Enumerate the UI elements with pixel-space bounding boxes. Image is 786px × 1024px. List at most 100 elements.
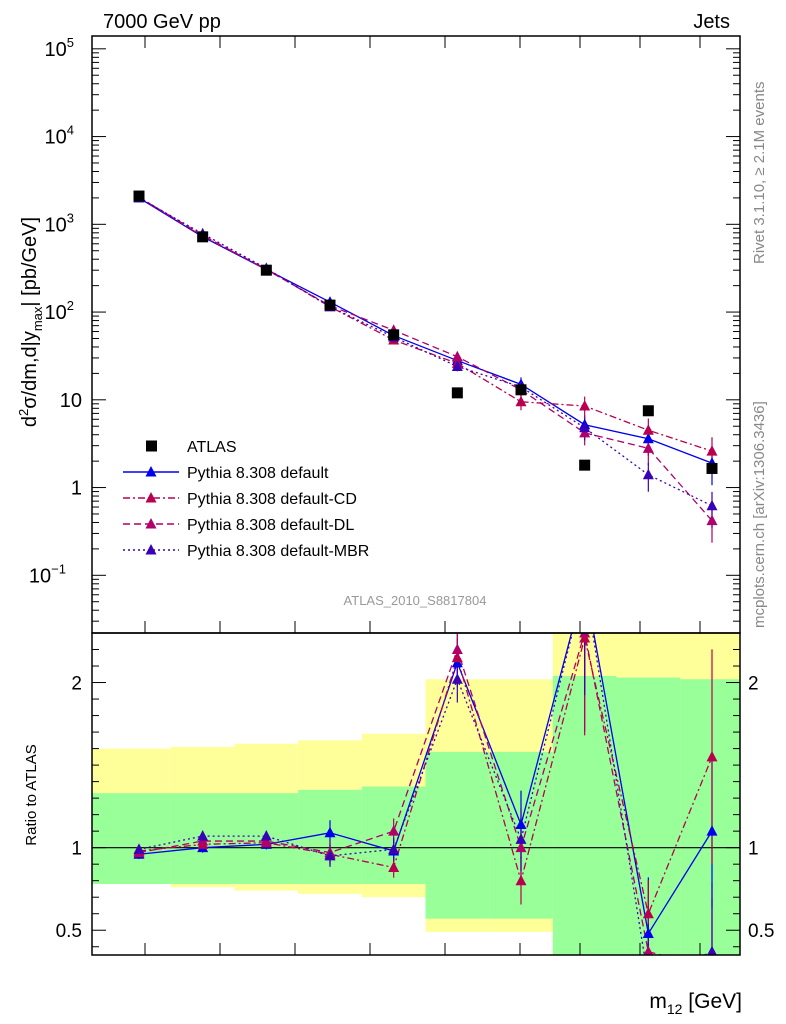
ytick-exponent: 2 [67,298,74,313]
ratio-series-line-1 [138,637,713,916]
ratio-point-s1-6 [515,874,527,886]
ytick-exponent: 5 [67,35,74,50]
main-point-s4-7 [579,421,591,433]
ratio-point-s1-9 [706,750,718,762]
legend: ATLAS Pythia 8.308 default Pythia 8.308 de… [123,439,369,560]
main-ytick-label: 1 [71,478,82,500]
xlabel-main: m [649,990,667,1013]
main-ytick-label: 104 [45,123,74,149]
ratio-point-s3-7 [579,577,590,588]
ratio-point-s0-8 [642,927,654,939]
legend-label-4: Pythia 8.308 default-MBR [187,543,369,560]
side-text-mcplots: mcplots.cern.ch [arXiv:1306.3436] [751,401,768,628]
legend-swatch-marker-2 [145,492,157,503]
main-point-s2-6 [515,395,527,407]
ratio-point-s2-7 [579,633,591,638]
main-ytick-label: 103 [45,210,74,236]
ratio-point-s2-9 [707,962,718,973]
main-point-s4-5 [451,360,463,371]
analysis-annotation: ATLAS_2010_S8817804 [344,593,487,608]
xlabel-sub: 12 [667,1001,683,1017]
ratio-ytick-label: 0.5 [56,921,82,942]
ytick-base: 1 [71,478,82,500]
xlabel-tail: [GeV] [682,990,742,1013]
atlas-point-5 [451,387,463,399]
main-point-s3-9 [706,514,718,526]
atlas-point-8 [642,405,654,417]
ratio-ytick-label: 2 [71,674,82,695]
ratio-point-s3-8 [643,974,654,985]
main-ylabel: d2σ/dm,d|ymax| [pb/GeV] [16,217,45,427]
legend-label-2: Pythia 8.308 default-CD [187,491,357,508]
atlas-point-7 [579,459,591,471]
atlas-point-2 [260,264,272,276]
ylabel-sub: max [30,306,45,331]
ratio-point-s3-4 [388,843,400,854]
series-markers [133,190,718,985]
ratio-point-s0-9 [706,825,718,836]
ratio-markers [133,577,718,985]
ratio-point-s1-5 [451,651,463,663]
ratio-point-s3-6 [515,833,527,844]
ratio-point-s2-4 [388,825,400,836]
green-band-bin-6 [425,751,490,919]
main-series-line-4 [138,197,713,507]
atlas-point-3 [324,299,336,311]
header-right: Jets [693,11,730,33]
ratio-series-line-0 [138,633,713,936]
ratio-point-s1-8 [642,907,654,919]
ytick-base: 10 [45,39,67,61]
side-text-rivet: Rivet 3.1.10, ≥ 2.1M events [751,82,768,265]
ytick-base: 10 [45,127,67,149]
xlabel: m12 [GeV] [649,990,742,1017]
main-point-s3-8 [642,442,654,453]
ratio-point-s3-9 [707,945,717,955]
ratio-point-s2-6 [515,841,527,853]
legend-label-0: ATLAS [187,439,237,456]
ytick-base: 10 [29,565,51,587]
ratio-point-s1-7 [579,633,591,643]
main-ytick-label: 105 [45,35,74,61]
ratio-point-s3-5 [451,673,463,684]
legend-label-1: Pythia 8.308 default [187,465,329,482]
ratio-point-s3-1 [197,830,209,841]
main-point-s4-8 [642,468,654,480]
main-point-s3-5 [451,350,463,362]
atlas-point-0 [133,190,145,202]
ratio-point-s1-4 [388,861,400,872]
legend-swatch-marker-3 [145,518,157,529]
ratio-ytick-label-right: 1 [748,839,759,860]
ratio-ytick-label-right: 2 [748,674,759,695]
ratio-ytick-label: 1 [71,839,82,860]
ratio-ytick-label-right: 0.5 [748,921,774,942]
ratio-point-s3-3 [324,849,336,861]
ytick-exponent: 3 [67,210,74,225]
ratio-point-s0-3 [324,826,336,838]
ratio-series-line-2 [138,633,664,955]
main-series-line-1 [138,197,713,464]
ylabel-mid: σ/dm,d|y [19,331,41,409]
main-series-line-3 [138,196,713,522]
atlas-point-4 [388,329,400,341]
ytick-exponent: 4 [67,123,74,138]
legend-label-3: Pythia 8.308 default-DL [187,517,354,534]
ylabel-sup: 2 [16,409,31,416]
main-point-s2-9 [706,445,718,456]
main-series-line-2 [138,196,713,452]
ylabel-tail: | [pb/GeV] [19,217,41,307]
ratio-point-s3-2 [260,830,272,841]
legend-swatch-atlas [146,440,157,452]
main-ytick-label: 10−1 [29,561,66,587]
main-point-s2-7 [579,400,591,411]
ratio-point-s2-8 [643,945,654,955]
ratio-series-line-3 [138,633,713,955]
ratio-frame [91,632,741,956]
ratio-ylabel: Ratio to ATLAS [23,744,40,845]
legend-swatch-marker-4 [145,544,157,555]
ytick-base: 10 [45,302,67,324]
header-left: 7000 GeV pp [103,11,221,33]
main-point-s2-8 [642,424,654,435]
ratio-point-s2-5 [451,643,463,655]
